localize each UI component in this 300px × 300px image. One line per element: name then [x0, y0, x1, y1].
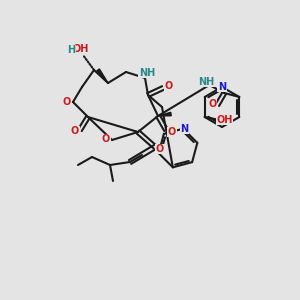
- Text: H: H: [67, 45, 75, 55]
- Text: NH: NH: [139, 68, 155, 78]
- Text: NH: NH: [198, 77, 214, 87]
- Polygon shape: [97, 69, 108, 83]
- Text: OH: OH: [73, 44, 89, 54]
- Text: O: O: [208, 99, 216, 109]
- Text: O: O: [156, 144, 164, 154]
- Text: N: N: [180, 124, 188, 134]
- Text: O: O: [168, 127, 176, 137]
- Text: O: O: [71, 126, 79, 136]
- Text: O: O: [165, 81, 173, 91]
- Text: O: O: [63, 97, 71, 107]
- Polygon shape: [158, 112, 171, 116]
- Text: OH: OH: [217, 115, 233, 125]
- Text: O: O: [102, 134, 110, 144]
- Text: N: N: [218, 82, 226, 92]
